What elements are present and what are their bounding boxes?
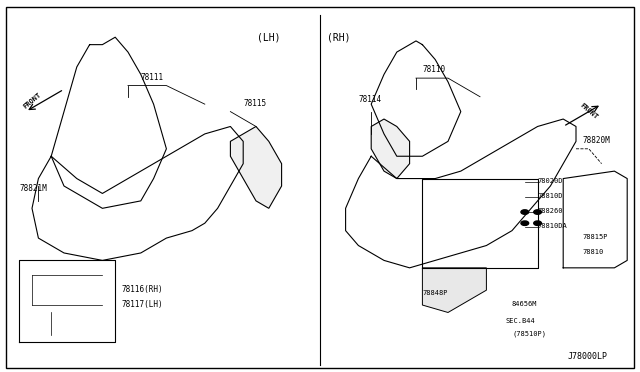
Text: 78848P: 78848P [422,290,448,296]
Polygon shape [422,268,486,312]
Text: 78810: 78810 [582,249,604,255]
Text: 78115: 78115 [243,99,266,108]
Text: 78110: 78110 [422,65,445,74]
Circle shape [521,210,529,214]
Text: 78820M: 78820M [582,136,610,145]
Polygon shape [230,126,282,208]
Text: SEC.B44: SEC.B44 [506,318,535,324]
Text: 78114: 78114 [358,95,381,104]
Text: (RH): (RH) [328,32,351,42]
Text: 78116(RH): 78116(RH) [122,285,163,294]
Circle shape [534,210,541,214]
Text: (78510P): (78510P) [512,330,546,337]
Circle shape [521,221,529,225]
Text: FRONT: FRONT [579,102,599,121]
Text: 78815P: 78815P [582,234,608,240]
Text: (LH): (LH) [257,32,280,42]
Text: FRONT: FRONT [22,91,42,110]
Text: 78020D: 78020D [538,178,563,184]
Circle shape [534,221,541,225]
Polygon shape [371,119,410,179]
Text: J78000LP: J78000LP [568,352,608,361]
Text: 84656M: 84656M [512,301,538,307]
Text: 78821M: 78821M [19,185,47,193]
Text: 78810DA: 78810DA [538,223,567,229]
Text: 788260: 788260 [538,208,563,214]
Text: 78117(LH): 78117(LH) [122,300,163,309]
Text: 78810D: 78810D [538,193,563,199]
Text: 78111: 78111 [141,73,164,82]
